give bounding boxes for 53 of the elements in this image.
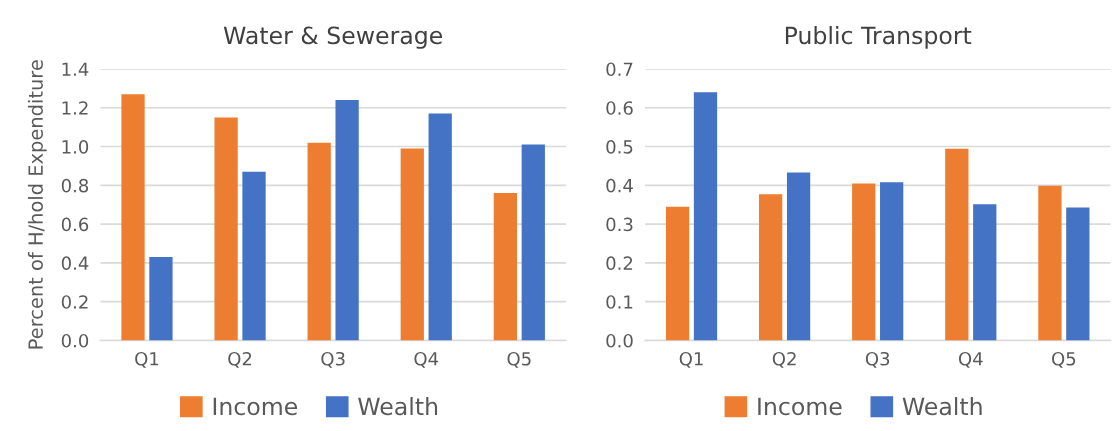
- x-tick-label: Q2: [228, 351, 252, 368]
- bar: [307, 142, 331, 341]
- y-tick-label: 1.2: [62, 101, 88, 115]
- y-tick-label: 0.6: [61, 217, 89, 232]
- bar: [1066, 207, 1090, 341]
- bar: [973, 204, 997, 341]
- x-tick-label: Q3: [321, 351, 345, 368]
- y-tick-label: 0.0: [606, 333, 633, 348]
- bar: [786, 172, 811, 341]
- bar: [121, 94, 145, 341]
- y-axis-title: Percent of H/hold Expenditure: [27, 60, 47, 349]
- y-tick-label: 0.3: [606, 217, 633, 232]
- x-tick-label: Q2: [772, 351, 796, 368]
- bar: [400, 148, 424, 341]
- y-tick-label: 0.6: [606, 101, 633, 115]
- y-tick-label: 1.0: [62, 140, 89, 154]
- x-tick-label: Q5: [507, 351, 531, 368]
- y-tick-label: 0.4: [606, 178, 633, 193]
- legend-label: Income: [213, 397, 298, 416]
- x-tick-label: Q3: [865, 351, 890, 368]
- y-tick-label: 0.1: [606, 295, 633, 309]
- x-tick-label: Q1: [135, 351, 159, 368]
- chart-title: Water & Sewerage: [223, 26, 443, 49]
- x-tick-label: Q1: [679, 351, 703, 368]
- y-tick-label: 0.2: [606, 256, 633, 271]
- legend-label: Income: [758, 397, 842, 416]
- bar: [335, 99, 359, 341]
- bar: [693, 92, 718, 341]
- bar: [665, 206, 690, 341]
- bar: [1038, 185, 1062, 341]
- y-tick-label: 0.7: [606, 62, 633, 77]
- bar: [149, 257, 173, 341]
- y-tick-label: 0.0: [61, 333, 89, 348]
- bar: [214, 117, 238, 341]
- y-tick-label: 0.5: [606, 140, 633, 154]
- bar: [428, 113, 452, 341]
- bar: [493, 193, 517, 341]
- y-tick-label: 0.8: [61, 178, 89, 193]
- y-tick-label: 0.4: [61, 256, 89, 271]
- x-tick-label: Q4: [414, 351, 439, 368]
- bar: [880, 182, 904, 341]
- y-tick-label: 0.2: [61, 295, 88, 309]
- bar: [521, 144, 545, 341]
- bar: [242, 171, 266, 341]
- x-tick-label: Q5: [1052, 351, 1076, 368]
- legend-label: Wealth: [358, 397, 438, 416]
- x-tick-label: Q4: [958, 351, 983, 368]
- chart-title: Public Transport: [785, 26, 972, 49]
- bar: [945, 148, 969, 341]
- bar: [759, 194, 783, 341]
- legend-label: Wealth: [902, 397, 982, 416]
- bar: [852, 183, 876, 341]
- y-tick-label: 1.4: [62, 62, 89, 76]
